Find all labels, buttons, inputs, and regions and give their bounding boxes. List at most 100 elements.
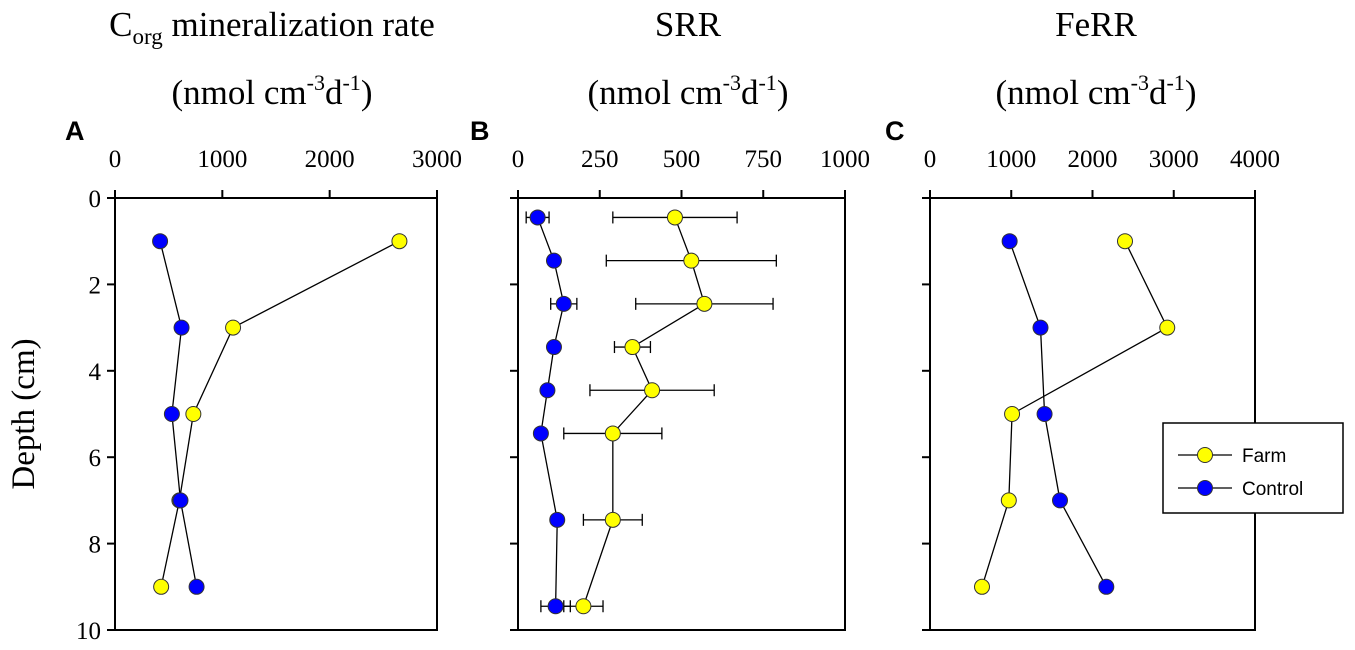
title-subscript: org bbox=[133, 24, 164, 49]
panel-unit: (nmol cm-3d-1) bbox=[172, 70, 373, 112]
y-axis-label: Depth (cm) bbox=[6, 338, 42, 489]
x-tick-label: 250 bbox=[581, 146, 619, 173]
point-control bbox=[529, 209, 546, 226]
point-farm bbox=[644, 382, 661, 399]
point-control bbox=[163, 406, 180, 422]
plot-frame bbox=[929, 197, 1256, 631]
panel-title: Corg mineralization rate bbox=[109, 5, 435, 49]
point-farm bbox=[696, 295, 713, 312]
point-farm bbox=[1117, 233, 1133, 250]
y-tick-label: 10 bbox=[76, 618, 101, 645]
legend-box bbox=[1162, 422, 1344, 514]
x-tick-label: 1000 bbox=[986, 146, 1036, 173]
legend-label: Farm bbox=[1242, 446, 1286, 467]
panel-a: Corg mineralization rate(nmol cm-3d-1)A0… bbox=[6, 5, 462, 645]
y-tick-label: 0 bbox=[89, 186, 102, 213]
unit-part: (nmol cm bbox=[588, 73, 723, 112]
legend-marker bbox=[1197, 447, 1213, 463]
panel-title: SRR bbox=[655, 5, 722, 44]
y-tick-label: 8 bbox=[89, 532, 102, 559]
point-control bbox=[539, 382, 556, 399]
point-control bbox=[172, 492, 189, 509]
point-control bbox=[549, 511, 566, 528]
series-line-farm bbox=[582, 217, 706, 607]
series-line-control bbox=[537, 217, 565, 607]
point-farm bbox=[391, 233, 408, 250]
unit-part: ) bbox=[777, 73, 789, 112]
unit-part: d bbox=[741, 73, 759, 112]
panel-letter: A bbox=[65, 116, 85, 146]
x-tick-label: 500 bbox=[663, 146, 701, 173]
point-farm bbox=[153, 578, 170, 595]
legend-label: Control bbox=[1242, 479, 1303, 500]
legend-marker bbox=[1197, 480, 1213, 496]
point-control bbox=[1098, 578, 1115, 595]
unit-part: (nmol cm bbox=[996, 73, 1131, 112]
unit-part: (nmol cm bbox=[172, 73, 307, 112]
legend: Farm Control bbox=[1162, 422, 1344, 514]
point-control bbox=[152, 233, 169, 250]
point-farm bbox=[604, 425, 621, 442]
point-farm bbox=[624, 339, 641, 356]
point-control bbox=[547, 598, 564, 615]
unit-part: -3 bbox=[1131, 70, 1149, 95]
panel-unit: (nmol cm-3d-1) bbox=[996, 70, 1197, 112]
unit-part: ) bbox=[361, 73, 373, 112]
panel-unit: (nmol cm-3d-1) bbox=[588, 70, 789, 112]
point-farm bbox=[575, 598, 592, 615]
unit-part: ) bbox=[1185, 73, 1197, 112]
title-main: SRR bbox=[655, 5, 722, 44]
x-tick-label: 0 bbox=[109, 146, 122, 173]
panel-title: FeRR bbox=[1055, 5, 1137, 44]
point-farm bbox=[683, 252, 700, 269]
unit-part: -3 bbox=[307, 70, 325, 95]
series-line-control bbox=[1009, 240, 1107, 588]
point-farm bbox=[666, 209, 683, 226]
point-control bbox=[545, 252, 562, 269]
title-main: C bbox=[109, 5, 132, 44]
y-tick-label: 2 bbox=[89, 272, 102, 299]
panel-letter: C bbox=[885, 116, 905, 146]
y-tick-label: 4 bbox=[89, 359, 102, 386]
point-control bbox=[1032, 319, 1049, 336]
point-control bbox=[532, 425, 549, 442]
point-farm bbox=[1000, 492, 1017, 509]
unit-part: -3 bbox=[723, 70, 741, 95]
point-farm bbox=[225, 319, 242, 336]
panel-letter: B bbox=[470, 116, 490, 146]
point-farm bbox=[974, 578, 990, 595]
point-farm bbox=[1159, 319, 1176, 336]
x-tick-label: 4000 bbox=[1230, 146, 1280, 173]
point-farm bbox=[1004, 406, 1021, 422]
unit-part: -1 bbox=[1166, 70, 1184, 95]
plot-frame bbox=[517, 197, 846, 631]
unit-part: d bbox=[1149, 73, 1167, 112]
unit-part: -1 bbox=[342, 70, 360, 95]
y-tick-label: 6 bbox=[89, 445, 102, 472]
point-control bbox=[188, 578, 205, 595]
point-control bbox=[173, 319, 190, 336]
plot-frame bbox=[114, 197, 438, 631]
x-tick-label: 1000 bbox=[820, 146, 870, 173]
point-farm bbox=[604, 511, 621, 528]
point-control bbox=[1052, 492, 1068, 509]
unit-part: d bbox=[325, 73, 343, 112]
panel-b: SRR (nmol cm-3d-1) B0 250 500 750 1000 bbox=[470, 5, 870, 631]
x-tick-label: 1000 bbox=[197, 146, 247, 173]
point-control bbox=[555, 295, 572, 312]
x-tick-label: 2000 bbox=[1068, 146, 1118, 173]
unit-part: -1 bbox=[758, 70, 776, 95]
x-tick-label: 0 bbox=[924, 146, 937, 173]
panel-c: FeRR (nmol cm-3d-1) C0 1000 2000 3000 4000 Farm… bbox=[885, 5, 1344, 631]
point-farm bbox=[185, 406, 202, 422]
point-control bbox=[1036, 406, 1053, 422]
title-rest: mineralization rate bbox=[163, 5, 435, 44]
x-tick-label: 3000 bbox=[1149, 146, 1199, 173]
x-tick-label: 2000 bbox=[305, 146, 355, 173]
point-control bbox=[545, 339, 562, 356]
x-tick-label: 0 bbox=[512, 146, 525, 173]
point-control bbox=[1001, 233, 1018, 250]
x-tick-label: 3000 bbox=[412, 146, 462, 173]
x-tick-label: 750 bbox=[745, 146, 783, 173]
